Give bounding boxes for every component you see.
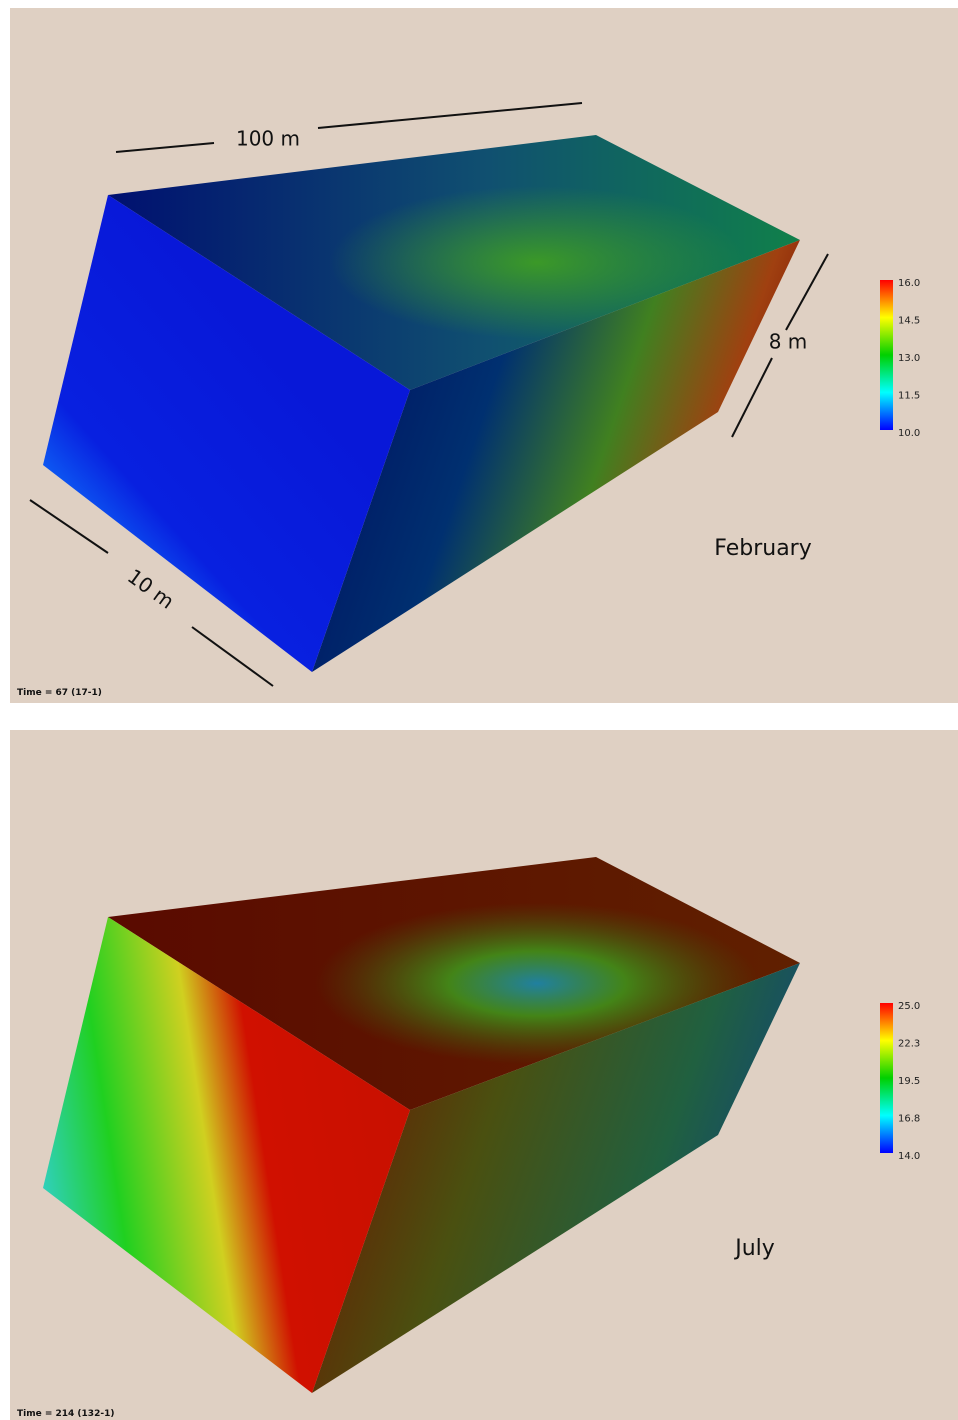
colorbar-tick-label: 16.8 (898, 1114, 920, 1125)
front-face (43, 195, 410, 672)
panel-july: 25.0 22.3 19.5 16.8 14.0 July Time = 214 (13… (10, 730, 958, 1420)
side-face (312, 240, 800, 672)
dim-line (785, 253, 829, 331)
front-face (43, 917, 410, 1393)
top-face-spot (108, 135, 800, 390)
dim-line (317, 102, 583, 129)
panel-february: 100 m 8 m 10 m 16.014.513.011.510.0 Febr… (10, 8, 958, 703)
top-face-spot (108, 857, 800, 1110)
month-label: February (714, 536, 812, 561)
dim-line (29, 499, 109, 554)
colorbar-ticks: 25.0 22.3 19.5 16.8 14.0 (898, 1001, 920, 1162)
colorbar-tick-label: 14.5 (898, 316, 920, 327)
colorbar-tick-label: 19.5 (898, 1076, 920, 1087)
dim-line (191, 626, 274, 687)
side-face (312, 963, 800, 1393)
colorbar-tick-label: 13.0 (898, 353, 920, 364)
month-label: July (733, 1236, 775, 1261)
colorbar-tick-label: 25.0 (898, 1001, 920, 1012)
colorbar (880, 280, 893, 430)
colorbar-tick-label: 22.3 (898, 1039, 920, 1050)
time-label: Time = 214 (132-1) (17, 1409, 114, 1419)
colorbar-tick-label: 11.5 (898, 391, 920, 402)
colorbar-tick-label: 10.0 (898, 428, 920, 439)
dim-line (115, 142, 215, 153)
colorbar-tick-label: 16.0 (898, 278, 920, 289)
dim-line (731, 357, 773, 438)
colorbar-tick-label: 14.0 (898, 1151, 920, 1162)
dim-length: 100 m (236, 127, 300, 151)
colorbar-ticks: 16.0 14.5 13.0 11.5 10.0 (898, 278, 920, 439)
time-label: Time = 67 (17-1) (17, 688, 102, 698)
dim-height: 8 m (769, 330, 808, 354)
colorbar (880, 1003, 893, 1153)
